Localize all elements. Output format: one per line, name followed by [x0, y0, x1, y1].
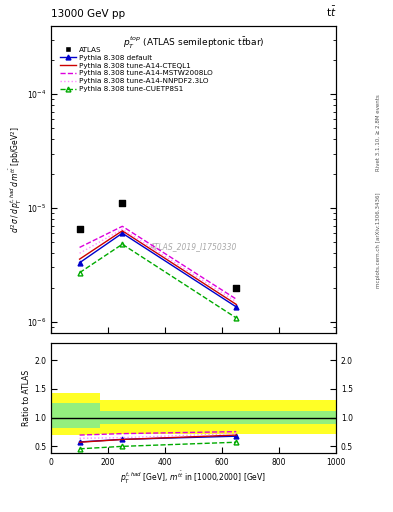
- Text: t$\bar{t}$: t$\bar{t}$: [325, 5, 336, 19]
- Y-axis label: $d^2\sigma\,/\,d\,p_T^{t,had}\,d\,m^{t\bar{t}}$ [pb/GeV$^2$]: $d^2\sigma\,/\,d\,p_T^{t,had}\,d\,m^{t\b…: [8, 126, 24, 232]
- Legend: ATLAS, Pythia 8.308 default, Pythia 8.308 tune-A14-CTEQL1, Pythia 8.308 tune-A14: ATLAS, Pythia 8.308 default, Pythia 8.30…: [57, 45, 215, 94]
- Text: ATLAS_2019_I1750330: ATLAS_2019_I1750330: [150, 242, 237, 251]
- Point: [233, 284, 239, 292]
- Text: 13000 GeV pp: 13000 GeV pp: [51, 9, 125, 19]
- Text: Rivet 3.1.10, ≥ 2.8M events: Rivet 3.1.10, ≥ 2.8M events: [376, 95, 380, 172]
- Point: [77, 225, 83, 233]
- Text: mcplots.cern.ch [arXiv:1306.3436]: mcplots.cern.ch [arXiv:1306.3436]: [376, 193, 380, 288]
- X-axis label: $p_T^{t,had}$ [GeV], $m^{t\bar{t}}$ in [1000,2000] [GeV]: $p_T^{t,had}$ [GeV], $m^{t\bar{t}}$ in […: [120, 470, 267, 486]
- Point: [119, 199, 125, 207]
- Y-axis label: Ratio to ATLAS: Ratio to ATLAS: [22, 370, 31, 426]
- Text: $p_T^{top}$ (ATLAS semileptonic t$\bar{t}$bar): $p_T^{top}$ (ATLAS semileptonic t$\bar{t…: [123, 35, 264, 51]
